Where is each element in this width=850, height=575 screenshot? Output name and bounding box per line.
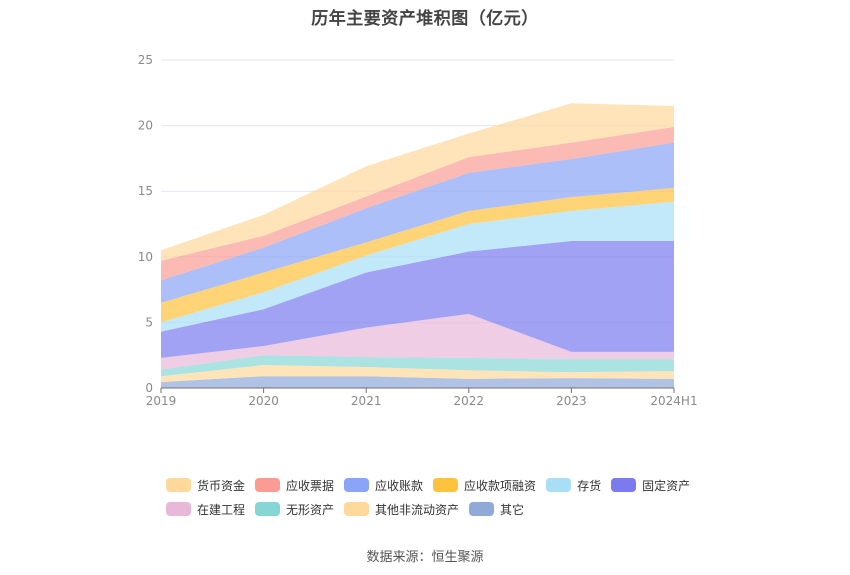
x-tick-label: 2021 bbox=[351, 394, 382, 408]
legend-label: 应收票据 bbox=[286, 478, 335, 493]
legend: 货币资金 应收票据 应收账款 应收款项融资 存货 固定资产 在建工程 无形资产 其他非流动资产… bbox=[166, 473, 726, 521]
data-source: 数据来源：恒生聚源 bbox=[366, 550, 484, 565]
legend-label: 其他非流动资产 bbox=[375, 502, 460, 517]
area-无形资产[interactable] bbox=[161, 355, 674, 377]
axes: 0 5 10 15 20 25 2019 2020 2021 2022 2023 2024H1 bbox=[138, 53, 698, 408]
legend-swatch bbox=[166, 478, 191, 492]
area-存货[interactable] bbox=[161, 201, 674, 332]
legend-swatch bbox=[344, 502, 370, 516]
area-其他非流动资产[interactable] bbox=[161, 365, 674, 383]
legend-swatch bbox=[255, 478, 281, 492]
legend-item[interactable]: 其他非流动资产 bbox=[344, 501, 459, 518]
legend-item[interactable]: 应收票据 bbox=[255, 477, 334, 494]
legend-row: 货币资金 应收票据 应收账款 应收款项融资 存货 固定资产 bbox=[166, 473, 726, 497]
area-货币资金[interactable] bbox=[161, 103, 674, 261]
legend-label: 应收账款 bbox=[375, 478, 424, 493]
area-固定资产[interactable] bbox=[161, 241, 674, 358]
legend-swatch bbox=[344, 478, 370, 492]
legend-label: 无形资产 bbox=[286, 502, 335, 517]
legend-label: 其它 bbox=[500, 502, 525, 517]
legend-label: 货币资金 bbox=[197, 478, 246, 493]
x-tick-label: 2019 bbox=[146, 394, 177, 408]
legend-swatch bbox=[255, 502, 281, 516]
legend-label: 固定资产 bbox=[642, 478, 691, 493]
x-tick-label: 2023 bbox=[556, 394, 587, 408]
legend-label: 应收款项融资 bbox=[464, 478, 537, 493]
x-tick-label: 2022 bbox=[454, 394, 485, 408]
y-tick-label: 5 bbox=[145, 315, 153, 329]
area-其它[interactable] bbox=[161, 376, 674, 388]
legend-swatch bbox=[469, 502, 495, 516]
y-tick-label: 25 bbox=[138, 53, 153, 67]
stacked-area-chart: 0 5 10 15 20 25 2019 2020 2021 2022 2023 2024H1 bbox=[138, 53, 698, 408]
legend-swatch bbox=[546, 478, 572, 492]
y-tick-label: 15 bbox=[138, 184, 153, 198]
legend-item[interactable]: 在建工程 bbox=[166, 501, 245, 518]
legend-item[interactable]: 存货 bbox=[546, 477, 601, 494]
legend-item[interactable]: 应收账款 bbox=[344, 477, 423, 494]
legend-label: 在建工程 bbox=[197, 502, 246, 517]
area-在建工程[interactable] bbox=[161, 313, 674, 370]
chart-title: 历年主要资产堆积图（亿元） bbox=[311, 9, 539, 29]
y-tick-label: 20 bbox=[138, 119, 153, 133]
legend-swatch bbox=[166, 502, 191, 516]
legend-label: 存货 bbox=[577, 478, 602, 493]
legend-item[interactable]: 货币资金 bbox=[166, 477, 245, 494]
legend-swatch bbox=[611, 478, 637, 492]
legend-swatch bbox=[433, 478, 459, 492]
area-series bbox=[161, 103, 674, 388]
area-应收票据[interactable] bbox=[161, 126, 674, 281]
area-应收款项融资[interactable] bbox=[161, 187, 674, 323]
y-tick-label: 0 bbox=[145, 381, 153, 395]
legend-item[interactable]: 固定资产 bbox=[611, 477, 690, 494]
y-tick-label: 10 bbox=[138, 250, 153, 264]
x-tick-label: 2024H1 bbox=[650, 394, 697, 408]
legend-item[interactable]: 其它 bbox=[469, 501, 524, 518]
legend-row: 在建工程 无形资产 其他非流动资产 其它 bbox=[166, 497, 726, 521]
area-应收账款[interactable] bbox=[161, 142, 674, 303]
legend-item[interactable]: 无形资产 bbox=[255, 501, 334, 518]
x-tick-label: 2020 bbox=[248, 394, 279, 408]
legend-item[interactable]: 应收款项融资 bbox=[433, 477, 536, 494]
